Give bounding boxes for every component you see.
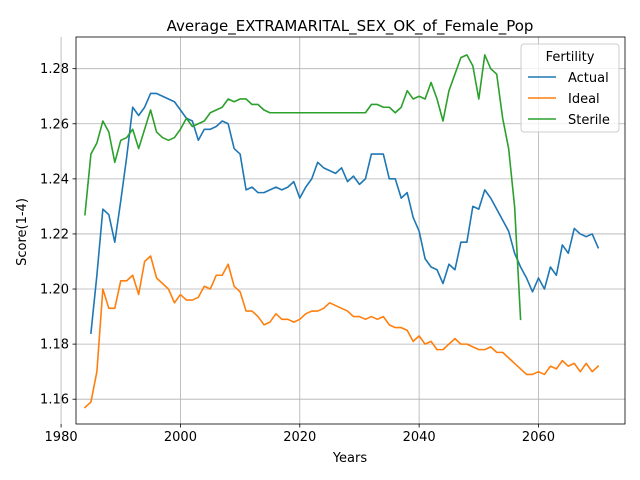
x-axis-ticks: 1980 2000 2020 2040 2060 [45, 424, 555, 445]
y-axis-ticks: 1.16 1.18 1.20 1.22 1.24 1.26 1.28 [40, 62, 76, 408]
series-lines [83, 54, 600, 409]
y-tick-label: 1.20 [40, 283, 69, 298]
plot-frame [75, 36, 626, 425]
y-tick-label: 1.16 [40, 393, 69, 408]
x-axis-label: Years [332, 451, 368, 466]
legend-title: Fertility [546, 50, 595, 65]
legend-label-ideal: Ideal [568, 92, 600, 107]
series-line-ideal [83, 255, 600, 409]
x-tick-label: 2040 [403, 430, 436, 445]
x-tick-label: 1980 [45, 430, 78, 445]
y-tick-label: 1.22 [40, 227, 69, 242]
x-tick-label: 2000 [164, 430, 197, 445]
legend-box [520, 43, 620, 133]
y-axis-label: Score(1-4) [15, 198, 30, 266]
y-tick-label: 1.28 [40, 62, 69, 77]
x-tick-label: 2020 [283, 430, 316, 445]
series-line-actual [90, 92, 600, 334]
series-line-sterile [84, 54, 522, 321]
y-tick-label: 1.18 [40, 338, 69, 353]
y-tick-label: 1.24 [40, 172, 69, 187]
legend-label-actual: Actual [568, 71, 609, 86]
legend-label-sterile: Sterile [568, 113, 610, 128]
x-tick-label: 2060 [522, 430, 555, 445]
legend: Fertility Actual Ideal Sterile [520, 43, 620, 133]
y-tick-label: 1.26 [40, 117, 69, 132]
chart-title: Average_EXTRAMARITAL_SEX_OK_of_Female_Po… [167, 17, 534, 36]
